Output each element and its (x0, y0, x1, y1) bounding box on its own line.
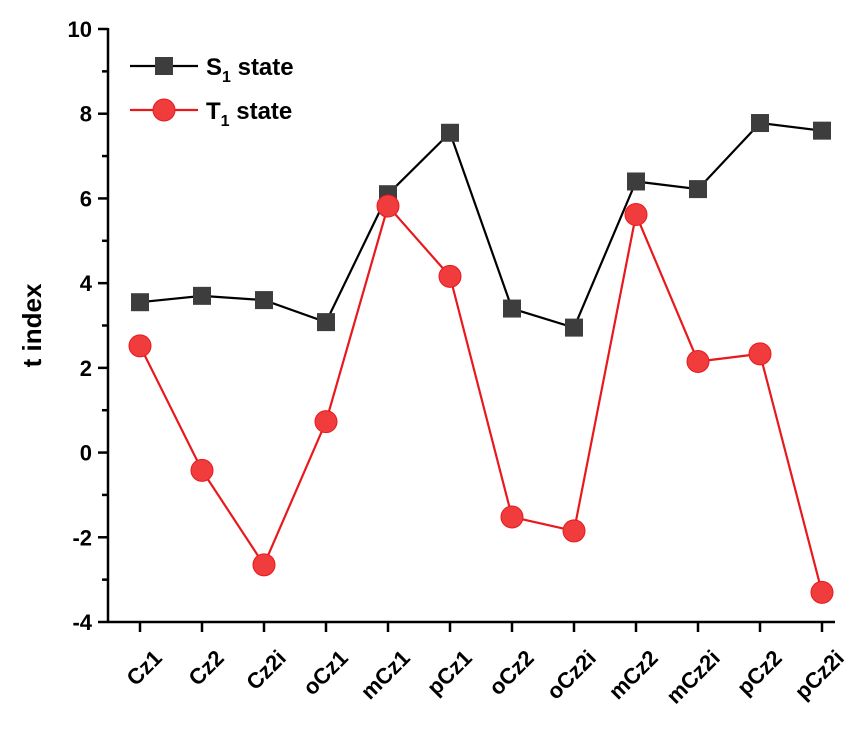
x-tick-label: Cz2i (241, 645, 291, 695)
x-tick-label: mCz2 (604, 645, 663, 704)
data-point (689, 180, 707, 199)
legend-marker (155, 57, 173, 75)
data-point (190, 458, 214, 482)
series-s1 (131, 114, 831, 337)
legend-label: S1 state (206, 54, 294, 86)
data-point (252, 553, 276, 577)
y-tick-label: 6 (80, 186, 92, 211)
data-point (627, 172, 645, 191)
data-point (503, 299, 521, 318)
series-layer (128, 114, 834, 604)
data-point (441, 123, 459, 142)
x-tick-label: oCz2 (484, 645, 539, 700)
data-point (748, 342, 772, 366)
legend: S1 state T1 state (130, 54, 294, 130)
y-tick-label: -4 (72, 610, 92, 635)
y-tick-label: 0 (80, 441, 92, 466)
x-tick-label: oCz2i (542, 645, 601, 704)
data-point (438, 264, 462, 288)
y-axis-title: t index (17, 283, 47, 367)
x-tick-label: Cz1 (122, 645, 167, 690)
axes: -4 -2 0 2 4 6 8 10 Cz1 Cz2 Cz2i oCz1 mCz1 pCz1 oCz2 oCz… (68, 17, 847, 709)
data-point (314, 410, 338, 434)
x-tick-label: pCz2 (732, 645, 787, 700)
series-line (139, 203, 824, 593)
x-tick-label: pCz1 (422, 645, 477, 700)
y-tick-label: 8 (80, 102, 92, 127)
data-point (624, 203, 648, 227)
x-tick-label: oCz1 (298, 645, 353, 700)
legend-marker (152, 98, 176, 122)
data-point (255, 291, 273, 310)
series-t1 (128, 194, 834, 604)
y-tick-label: 10 (68, 17, 92, 42)
legend-label: T1 state (206, 98, 292, 130)
y-tick-label: -2 (72, 525, 92, 550)
data-point (193, 286, 211, 305)
y-tick-label: 2 (80, 356, 92, 381)
data-point (317, 313, 335, 332)
y-tick-label: 4 (80, 271, 93, 296)
x-tick-label: pCz2i (790, 645, 847, 704)
series-line (139, 121, 823, 329)
data-point (562, 519, 586, 543)
data-point (751, 114, 769, 133)
data-point (565, 318, 583, 337)
data-point (813, 121, 831, 140)
x-tick-label: mCz1 (356, 645, 415, 704)
data-point (810, 580, 834, 604)
data-point (686, 350, 710, 374)
data-point (131, 293, 149, 312)
x-tick-label: Cz2 (184, 645, 229, 690)
x-tick-label: mCz2i (661, 645, 724, 708)
data-point (128, 334, 152, 358)
data-point (376, 194, 400, 218)
data-point (500, 505, 524, 529)
